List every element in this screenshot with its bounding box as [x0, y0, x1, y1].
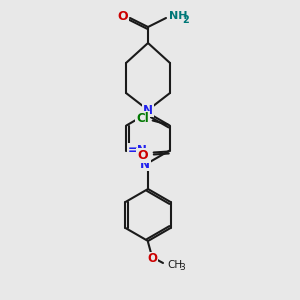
Text: NH: NH — [169, 11, 188, 21]
Text: O: O — [118, 11, 128, 23]
Text: O: O — [147, 253, 157, 266]
Text: O: O — [137, 149, 148, 162]
Text: Cl: Cl — [136, 112, 149, 125]
Text: N: N — [140, 158, 150, 170]
Text: CH: CH — [167, 260, 182, 270]
Text: N: N — [143, 103, 153, 116]
Text: 3: 3 — [179, 263, 185, 272]
Text: =N: =N — [128, 144, 147, 157]
Text: 2: 2 — [183, 15, 189, 25]
